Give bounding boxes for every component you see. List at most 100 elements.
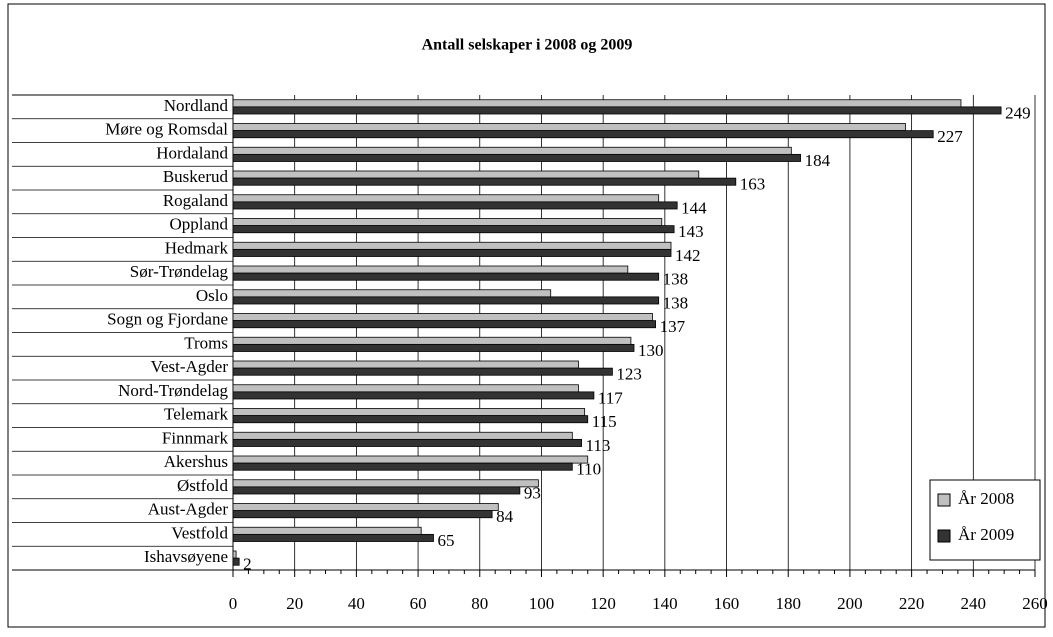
- data-label: 84: [496, 507, 513, 526]
- x-tick-label: 0: [229, 594, 238, 613]
- y-tick-label: Nord-Trøndelag: [118, 381, 228, 400]
- y-tick-label: Østfold: [177, 476, 229, 495]
- bar: [232, 248, 672, 257]
- bar: [232, 367, 613, 376]
- y-tick-label: Hordaland: [156, 143, 228, 162]
- y-tick-label: Sør-Trøndelag: [130, 262, 229, 281]
- bar: [232, 130, 934, 139]
- legend-swatch: [937, 493, 951, 507]
- y-tick-label: Vestfold: [171, 523, 228, 542]
- y-tick-label: Oppland: [169, 215, 228, 234]
- data-label: 65: [438, 531, 455, 550]
- y-tick-label: Nordland: [164, 96, 229, 115]
- bar: [232, 296, 660, 305]
- data-label: 249: [1005, 103, 1031, 122]
- y-tick-label: Rogaland: [163, 191, 229, 210]
- data-label: 143: [678, 222, 704, 241]
- x-tick-label: 60: [410, 594, 427, 613]
- chart-title: Antall selskaper i 2008 og 2009: [422, 37, 633, 54]
- y-tick-label: Møre og Romsdal: [105, 120, 228, 139]
- bar: [232, 431, 573, 440]
- bar: [232, 533, 434, 542]
- data-label: 123: [616, 365, 642, 384]
- data-label: 2: [243, 555, 252, 574]
- data-label: 138: [663, 270, 689, 289]
- bar: [232, 153, 801, 162]
- bar: [232, 462, 573, 471]
- x-tick-label: 100: [529, 594, 555, 613]
- bar: [232, 146, 792, 155]
- bar: [232, 550, 237, 559]
- bar: [232, 201, 678, 210]
- x-tick-label: 80: [471, 594, 488, 613]
- y-tick-label: Telemark: [164, 405, 228, 424]
- bar: [232, 503, 499, 512]
- bar: [232, 177, 737, 186]
- legend-box: [929, 479, 1041, 561]
- data-label: 184: [805, 151, 831, 170]
- x-tick-label: 200: [837, 594, 863, 613]
- bar: [232, 265, 629, 274]
- bar: [232, 438, 582, 447]
- data-label: 130: [638, 341, 664, 360]
- data-label: 144: [681, 198, 707, 217]
- y-tick-label: Aust-Agder: [148, 500, 229, 519]
- y-tick-label: Finnmark: [162, 428, 229, 447]
- y-tick-label: Vest-Agder: [151, 357, 229, 376]
- x-tick-label: 40: [348, 594, 365, 613]
- bar: [232, 415, 589, 424]
- bar: [232, 123, 906, 132]
- bar: [232, 557, 240, 566]
- bar: [232, 526, 422, 535]
- legend-label: År 2008: [958, 489, 1014, 508]
- bar: [232, 510, 493, 519]
- legend-label: År 2009: [958, 525, 1014, 544]
- x-tick-label: 260: [1022, 594, 1048, 613]
- bar: [232, 170, 700, 179]
- bar: [232, 391, 595, 400]
- y-tick-label: Troms: [184, 333, 228, 352]
- data-label: 113: [586, 436, 611, 455]
- bar: [232, 313, 653, 322]
- bar: [232, 241, 672, 250]
- x-tick-label: 120: [590, 594, 616, 613]
- x-tick-label: 240: [961, 594, 987, 613]
- y-tick-label: Ishavsøyene: [144, 547, 228, 566]
- y-tick-label: Akershus: [164, 452, 228, 471]
- x-tick-label: 20: [286, 594, 303, 613]
- bar: [232, 343, 635, 352]
- y-tick-label: Sogn og Fjordane: [107, 310, 228, 329]
- y-tick-label: Oslo: [196, 286, 228, 305]
- x-tick-label: 180: [775, 594, 801, 613]
- data-label: 117: [598, 388, 623, 407]
- x-tick-label: 160: [714, 594, 740, 613]
- legend-swatch: [937, 529, 951, 543]
- bar: [232, 486, 521, 495]
- bar: [232, 106, 1002, 115]
- bar: [232, 289, 552, 298]
- data-label: 137: [660, 317, 686, 336]
- y-tick-label: Buskerud: [163, 167, 229, 186]
- data-label: 163: [740, 175, 766, 194]
- bar: [232, 99, 962, 108]
- bar: [232, 320, 656, 329]
- bar: [232, 479, 539, 488]
- bar: [232, 336, 632, 345]
- bar: [232, 272, 660, 281]
- data-label: 227: [937, 127, 963, 146]
- bar: [232, 408, 586, 417]
- data-label: 142: [675, 246, 701, 265]
- bar: [232, 360, 579, 369]
- bar: [232, 384, 579, 393]
- data-label: 110: [576, 460, 601, 479]
- data-label: 138: [663, 293, 689, 312]
- x-tick-label: 140: [652, 594, 678, 613]
- bar: [232, 225, 675, 234]
- bar: [232, 194, 660, 203]
- data-label: 115: [592, 412, 617, 431]
- data-label: 93: [524, 483, 541, 502]
- bar: [232, 218, 663, 227]
- x-tick-label: 220: [899, 594, 925, 613]
- y-tick-label: Hedmark: [165, 238, 229, 257]
